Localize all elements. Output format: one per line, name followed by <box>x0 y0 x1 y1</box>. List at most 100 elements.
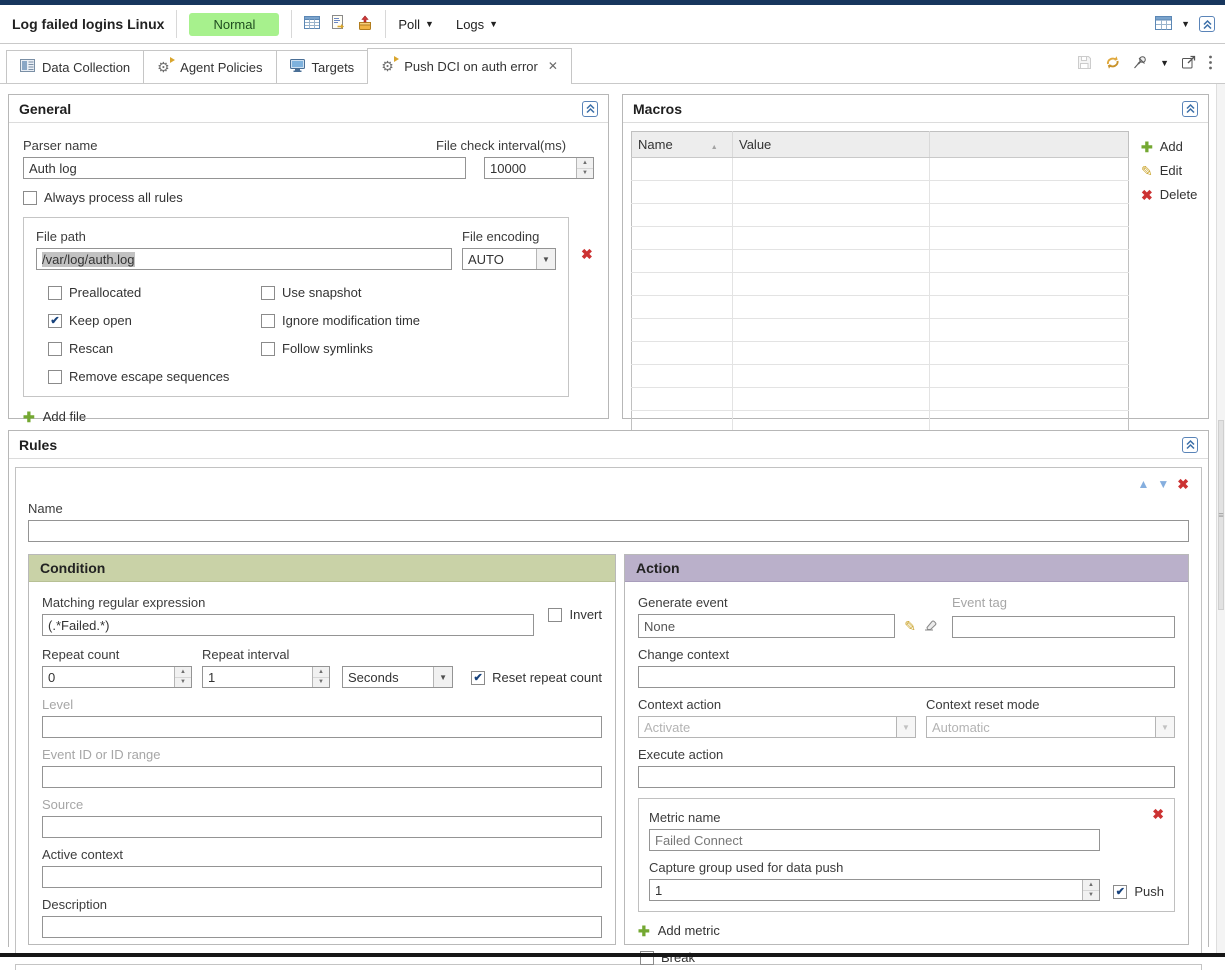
tab-label: Push DCI on auth error <box>404 58 538 74</box>
follow-symlinks-checkbox[interactable] <box>261 341 275 356</box>
general-section: General Parser name File check interval(… <box>8 94 609 424</box>
keep-open-checkbox[interactable] <box>48 313 62 328</box>
ignore-modification-time-row: Ignore modification time <box>261 313 556 328</box>
column-header-value[interactable]: Value <box>732 131 930 158</box>
repeat-interval-unit-select[interactable]: Seconds ▼ <box>342 666 454 688</box>
repeat-interval-spinner[interactable]: ▲▼ <box>202 666 330 688</box>
spinner-buttons[interactable]: ▲ ▼ <box>312 667 329 687</box>
file-check-interval-input[interactable] <box>485 158 576 178</box>
macro-row <box>631 157 1129 181</box>
matching-regex-input[interactable] <box>42 614 535 636</box>
push-checkbox[interactable] <box>1113 884 1128 899</box>
add-macro-button[interactable]: ✚ Add <box>1141 139 1197 154</box>
repeat-count-spinner[interactable]: ▲▼ <box>42 666 192 688</box>
move-rule-up-icon[interactable]: ▲ <box>1137 477 1150 491</box>
use-snapshot-checkbox[interactable] <box>261 285 275 300</box>
file-encoding-select[interactable]: AUTO ▼ <box>462 248 556 270</box>
file-check-interval-spinner[interactable]: ▲▼ <box>484 157 594 179</box>
eraser-icon[interactable] <box>923 618 938 634</box>
chevron-down-icon[interactable]: ▼ <box>536 249 555 269</box>
spin-up-icon[interactable]: ▲ <box>175 667 191 678</box>
remove-escape-sequences-checkbox[interactable] <box>48 369 62 384</box>
pencil-icon: ✎ <box>1141 162 1153 179</box>
logs-menu-button[interactable]: Logs ▼ <box>456 17 498 32</box>
table-view-icon[interactable] <box>304 16 321 32</box>
capture-group-input[interactable] <box>650 880 1082 900</box>
spin-down-icon[interactable]: ▼ <box>582 170 588 177</box>
tab-push-dci-on-auth-error[interactable]: ⚙ Push DCI on auth error ✕ <box>367 48 572 84</box>
description-input[interactable] <box>42 916 602 938</box>
tab-data-collection[interactable]: Data Collection <box>6 50 145 83</box>
chevron-down-icon[interactable]: ▼ <box>1181 18 1190 29</box>
event-id-input <box>42 766 602 788</box>
change-context-input[interactable] <box>638 666 1175 688</box>
close-tab-icon[interactable]: ✕ <box>547 59 558 73</box>
upload-policy-icon[interactable] <box>357 15 373 34</box>
delete-metric-icon[interactable]: ✖ <box>1152 806 1164 822</box>
preallocated-checkbox[interactable] <box>48 285 62 300</box>
file-path-input[interactable]: /var/log/auth.log <box>36 248 452 270</box>
table-layout-icon[interactable] <box>1155 15 1173 33</box>
open-in-new-window-icon[interactable] <box>1181 55 1196 73</box>
sort-ascending-icon: ▲ <box>710 144 718 151</box>
pin-icon[interactable] <box>1133 55 1148 73</box>
parser-name-input[interactable] <box>23 157 466 179</box>
tab-targets[interactable]: Targets <box>275 50 369 83</box>
vertical-scrollbar[interactable]: ≡ <box>1216 84 1225 953</box>
metric-name-input[interactable] <box>649 829 1100 851</box>
rescan-checkbox[interactable] <box>48 341 62 356</box>
collapse-all-icon[interactable] <box>1199 16 1215 32</box>
condition-header: Condition <box>29 555 615 582</box>
kebab-menu-icon[interactable] <box>1208 55 1213 73</box>
spin-up-icon[interactable]: ▲ <box>577 158 593 169</box>
delete-macro-button[interactable]: ✖ Delete <box>1141 187 1197 202</box>
capture-group-spinner[interactable]: ▲▼ <box>649 879 1100 901</box>
chevron-down-icon[interactable]: ▼ <box>1160 58 1169 68</box>
checkbox-label: Use snapshot <box>282 285 362 300</box>
export-config-icon[interactable] <box>331 15 346 33</box>
tab-agent-policies[interactable]: ⚙ Agent Policies <box>143 50 277 83</box>
spin-up-icon[interactable]: ▲ <box>313 667 329 678</box>
active-context-input[interactable] <box>42 866 602 888</box>
ignore-modification-time-checkbox[interactable] <box>261 313 275 328</box>
spin-down-icon[interactable]: ▼ <box>180 679 186 686</box>
checkbox-label: Push <box>1134 884 1164 899</box>
edit-macro-button[interactable]: ✎ Edit <box>1141 163 1197 178</box>
spinner-buttons[interactable]: ▲ ▼ <box>174 667 191 687</box>
execute-action-input[interactable] <box>638 766 1175 788</box>
rule-name-input[interactable] <box>28 520 1189 542</box>
add-metric-button[interactable]: ✚ Add metric <box>638 923 1175 938</box>
refresh-icon[interactable] <box>1104 55 1121 73</box>
use-snapshot-row: Use snapshot <box>261 285 556 300</box>
collapse-section-icon[interactable] <box>1182 100 1198 117</box>
spinner-buttons[interactable]: ▲ ▼ <box>576 158 593 178</box>
poll-menu-button[interactable]: Poll ▼ <box>398 17 434 32</box>
scrollbar-thumb[interactable]: ≡ <box>1218 420 1224 610</box>
add-icon: ✚ <box>23 408 35 425</box>
column-header-blank[interactable] <box>929 131 1129 158</box>
always-process-all-rules-checkbox[interactable] <box>23 190 37 205</box>
spinner-buttons[interactable]: ▲ ▼ <box>1082 880 1099 900</box>
spin-down-icon[interactable]: ▼ <box>1088 892 1094 899</box>
delete-rule-icon[interactable]: ✖ <box>1177 476 1189 492</box>
repeat-count-input[interactable] <box>43 667 174 687</box>
reset-repeat-count-checkbox[interactable] <box>471 670 486 685</box>
collapse-section-icon[interactable] <box>582 100 598 117</box>
event-tag-input <box>952 616 1175 638</box>
spin-down-icon[interactable]: ▼ <box>318 679 324 686</box>
repeat-interval-input[interactable] <box>203 667 312 687</box>
chevron-down-icon[interactable]: ▼ <box>433 667 453 687</box>
invert-checkbox[interactable] <box>548 607 563 622</box>
parser-name-label: Parser name <box>23 138 98 153</box>
move-rule-down-icon[interactable]: ▼ <box>1157 477 1170 491</box>
generate-event-select[interactable]: None <box>638 614 896 638</box>
spin-up-icon[interactable]: ▲ <box>1083 880 1099 891</box>
context-action-label: Context action <box>638 697 722 712</box>
column-header-name[interactable]: Name ▲ <box>631 131 733 158</box>
macros-table[interactable]: Name ▲ Value <box>631 131 1129 434</box>
collapse-section-icon[interactable] <box>1182 436 1198 453</box>
select-value: Activate <box>644 719 691 735</box>
add-file-button[interactable]: ✚ Add file <box>23 409 594 424</box>
delete-file-icon[interactable]: ✖ <box>581 246 593 262</box>
select-event-pencil-icon[interactable]: ✎ <box>904 618 916 634</box>
